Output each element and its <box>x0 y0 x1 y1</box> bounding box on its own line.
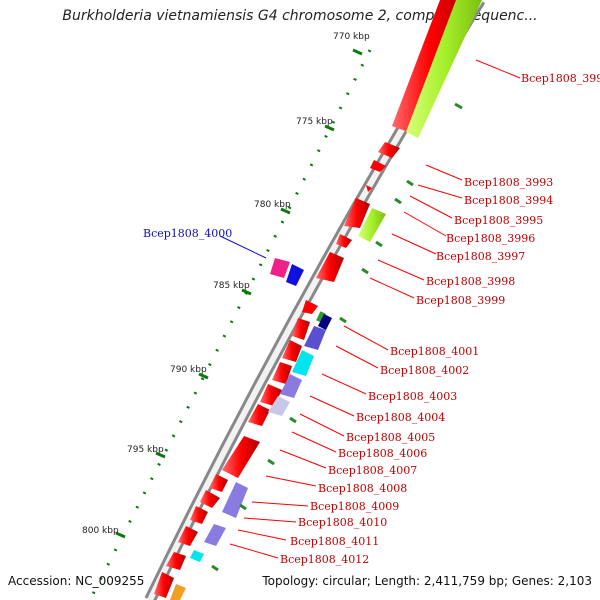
domain-purple-4009[interactable] <box>222 482 248 518</box>
domain-blue-4000[interactable] <box>286 264 304 286</box>
tick-label-780: 780 kbp <box>254 200 291 210</box>
inner-markers <box>211 102 463 572</box>
domain-purple-4002[interactable] <box>304 326 326 350</box>
leader-lines <box>229 59 521 559</box>
tick-label-775: 775 kbp <box>296 117 333 127</box>
cds-bcep1808-4010[interactable] <box>190 506 208 524</box>
tick-label-795: 795 kbp <box>127 445 164 455</box>
gene-label-4007[interactable]: Bcep1808_4007 <box>328 464 417 477</box>
cds-bcep1808-4001[interactable] <box>302 300 318 314</box>
tick-label-790: 790 kbp <box>170 365 207 375</box>
green-feature-3997[interactable] <box>358 208 386 242</box>
gene-label-3997[interactable]: Bcep1808_3997 <box>436 250 525 263</box>
domain-navy-4001[interactable] <box>318 314 332 330</box>
ruler-ticks <box>115 48 363 539</box>
map-title: Burkholderia vietnamiensis G4 chromosome… <box>62 8 538 24</box>
cds-bcep1808-4007[interactable] <box>222 436 260 478</box>
cds-bcep1808-4009[interactable] <box>200 490 220 508</box>
domain-orange[interactable] <box>170 584 186 600</box>
cds-bcep1808-4011[interactable] <box>178 526 198 546</box>
accession-label: Accession: NC_009255 <box>8 574 145 588</box>
domain-purple-4011[interactable] <box>204 524 226 546</box>
cds-bcep1808-3995[interactable] <box>366 185 372 192</box>
cds-bcep1808-4002[interactable] <box>292 318 310 340</box>
gene-label-4010[interactable]: Bcep1808_4010 <box>298 516 387 529</box>
cds-bcep1808-extra[interactable] <box>154 572 174 598</box>
cds-bcep1808-4006[interactable] <box>248 404 270 426</box>
green-feature-3992[interactable] <box>406 0 482 138</box>
tick-label-770: 770 kbp <box>333 32 370 42</box>
gene-label-4005[interactable]: Bcep1808_4005 <box>346 431 435 444</box>
gene-label-3995[interactable]: Bcep1808_3995 <box>454 214 543 227</box>
cds-bcep1808-4008[interactable] <box>210 474 228 492</box>
gene-label-3992[interactable]: Bcep1808_3992 <box>521 72 600 85</box>
gene-label-3993[interactable]: Bcep1808_3993 <box>464 176 553 189</box>
domain-magenta-4000[interactable] <box>270 258 290 278</box>
domain-gray-4005[interactable] <box>268 396 290 416</box>
domain-cyan-4012[interactable] <box>190 550 204 562</box>
domain-track <box>170 258 332 600</box>
cds-bcep1808-3998[interactable] <box>316 252 344 282</box>
cds-bcep1808-4012[interactable] <box>166 552 186 570</box>
domain-cyan-4003[interactable] <box>292 350 314 376</box>
green-feature-4001[interactable] <box>316 311 326 323</box>
gene-label-3996[interactable]: Bcep1808_3996 <box>446 232 535 245</box>
gene-label-4009[interactable]: Bcep1808_4009 <box>310 500 399 513</box>
gene-label-4008[interactable]: Bcep1808_4008 <box>318 482 407 495</box>
cds-bcep1808-3997[interactable] <box>336 234 352 248</box>
leader-line-4000 <box>219 235 267 259</box>
gene-label-3998[interactable]: Bcep1808_3998 <box>426 275 515 288</box>
gene-label-4012[interactable]: Bcep1808_4012 <box>280 553 369 566</box>
gene-label-4006[interactable]: Bcep1808_4006 <box>338 447 427 460</box>
kbp-labels: 770 kbp 775 kbp 780 kbp 785 kbp 790 kbp … <box>82 32 370 536</box>
domain-purple-4004[interactable] <box>280 374 302 398</box>
gene-label-3994[interactable]: Bcep1808_3994 <box>464 194 553 207</box>
cds-bcep1808-3996[interactable] <box>344 198 370 228</box>
gene-label-3999[interactable]: Bcep1808_3999 <box>416 294 505 307</box>
gene-label-4000[interactable]: Bcep1808_4000 <box>143 227 232 240</box>
cds-bcep1808-4004[interactable] <box>272 362 292 384</box>
cds-bcep1808-4003[interactable] <box>282 340 302 362</box>
green-features <box>316 0 482 323</box>
gene-label-4001[interactable]: Bcep1808_4001 <box>390 345 479 358</box>
gene-labels: Bcep1808_3992 Bcep1808_3993 Bcep1808_399… <box>143 72 600 566</box>
gene-label-4004[interactable]: Bcep1808_4004 <box>356 411 445 424</box>
gene-label-4002[interactable]: Bcep1808_4002 <box>380 364 469 377</box>
gene-label-4003[interactable]: Bcep1808_4003 <box>368 390 457 403</box>
gene-label-4011[interactable]: Bcep1808_4011 <box>290 535 379 548</box>
cds-bcep1808-3993[interactable] <box>378 142 400 158</box>
tick-label-800: 800 kbp <box>82 526 119 536</box>
cds-bcep1808-3994[interactable] <box>370 160 386 172</box>
topology-label: Topology: circular; Length: 2,411,759 bp… <box>262 574 592 588</box>
tick-label-785: 785 kbp <box>213 281 250 291</box>
